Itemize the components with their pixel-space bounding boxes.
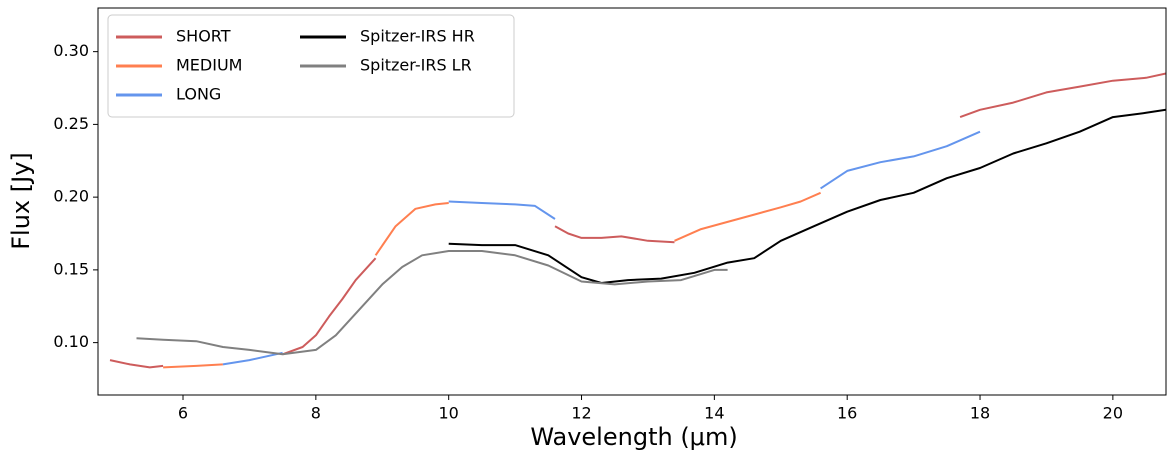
plot-lines	[109, 72, 1166, 369]
x-tick-label: 8	[311, 404, 321, 423]
series-line	[448, 108, 1166, 284]
y-tick-label: 0.25	[53, 114, 89, 133]
plot-frame	[97, 7, 1167, 396]
legend-label: Spitzer-IRS LR	[360, 56, 472, 75]
series-line	[163, 191, 822, 369]
legend-label: LONG	[176, 85, 221, 104]
x-tick-label: 14	[704, 404, 724, 423]
x-tick-label: 16	[837, 404, 857, 423]
y-tick-label: 0.30	[53, 41, 89, 60]
y-axis-label: Flux [Jy]	[7, 152, 35, 250]
y-tick-label: 0.15	[53, 259, 89, 278]
x-tick-label: 10	[439, 404, 459, 423]
series-line	[109, 72, 1166, 369]
y-tick-label: 0.10	[53, 332, 89, 351]
x-tick-label: 6	[178, 404, 188, 423]
legend-label: MEDIUM	[176, 56, 242, 75]
x-tick-label: 12	[571, 404, 591, 423]
legend-label: Spitzer-IRS HR	[360, 27, 475, 46]
x-tick-label: 20	[1103, 404, 1123, 423]
series-line	[136, 250, 728, 356]
series-line	[222, 130, 981, 366]
y-tick-label: 0.20	[53, 187, 89, 206]
x-tick-label: 18	[970, 404, 990, 423]
legend-label: SHORT	[176, 27, 231, 46]
x-axis-label: Wavelength (μm)	[530, 423, 737, 451]
